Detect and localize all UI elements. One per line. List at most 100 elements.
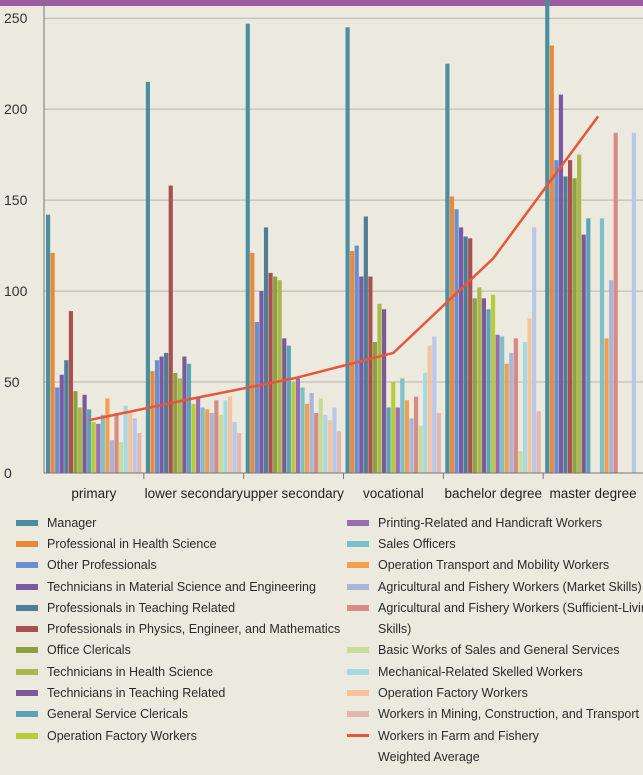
bar [318,398,323,473]
axes: 0 50 100 150 200 250 primary lower secondary upp… [4,0,643,501]
legend-label: Printing-Related and Handicraft Workers [378,515,603,530]
bar [500,336,505,473]
bar [454,209,459,473]
bar [459,227,464,473]
legend-label: Operation Factory Workers [47,728,197,743]
bar [368,276,373,473]
bar [468,238,473,473]
legend-swatch [16,626,38,633]
weighted-average-polyline [88,115,600,422]
bar [472,298,477,473]
legend: Manager Professional in Health Science Oth… [0,512,643,775]
x-tick-label: lower secondary [145,486,244,501]
bar [304,403,310,473]
legend-item: Mechanical-Related Skelled Workers [347,661,643,682]
legend-item: Workers in Mining, Construction, and Tra… [347,704,643,725]
bar [554,160,559,473]
bar [164,352,169,473]
bar [567,160,573,473]
bar [558,94,564,473]
legend-swatch [347,647,369,654]
bar [432,336,437,473]
legend-label: Office Clericals [47,643,131,658]
bar [336,431,342,473]
bar [100,414,105,473]
bar [327,420,332,473]
legend-label: Mechanical-Related Skelled Workers [378,664,583,679]
bar [87,409,92,473]
bar [404,400,409,473]
bar [218,414,224,473]
legend-swatch [347,540,369,547]
legend-item: Weighted Average [347,746,643,767]
legend-item: Other Professionals [16,555,340,576]
legend-item: Professionals in Physics, Engineer, and … [16,618,340,639]
bar [237,432,242,473]
legend-swatch [16,690,38,697]
bar [513,338,518,473]
bar [527,318,532,473]
bar [50,252,55,473]
legend-label: Professionals in Teaching Related [47,600,236,615]
legend-item: Printing-Related and Handicraft Workers [347,512,643,533]
bar [154,360,160,473]
legend-column-left: Manager Professional in Health Science Oth… [16,512,340,746]
bar [586,218,591,473]
bar [205,409,210,473]
bar [495,334,500,473]
legend-item: Operation Factory Workers [16,725,340,746]
legend-swatch [347,583,369,590]
bar [395,407,400,473]
legend-label: Technicians in Material Science and Engi… [47,579,316,594]
legend-swatch [16,668,38,675]
bar [363,216,368,474]
bar [309,392,314,473]
bar [572,178,577,473]
bar [123,405,128,473]
legend-item: Manager [16,512,340,533]
bar [563,176,568,473]
legend-label: Other Professionals [47,558,157,573]
legend-swatch [16,711,38,718]
legend-swatch [16,540,38,547]
bar [314,412,319,473]
legend-item: General Service Clericals [16,704,340,725]
bar [350,251,355,473]
bar [46,214,51,474]
bar [536,411,541,473]
bar [250,252,255,473]
y-tick-label: 200 [4,101,28,117]
bar [191,403,196,473]
bar [77,407,83,473]
legend-item: Professionals in Teaching Related [16,597,340,618]
legend-column-right: Printing-Related and Handicraft Workers S… [347,512,643,768]
bar [604,338,609,473]
bar [545,0,550,473]
bar [427,345,432,473]
legend-label: Manager [47,515,97,530]
legend-label: Sales Officers [378,536,456,551]
bar [391,382,396,473]
bar [359,276,364,473]
bar [55,387,60,473]
bar [145,81,150,474]
legend-label: Agricultural and Fishery Workers (Suffic… [378,600,643,615]
bar [68,311,73,473]
bar [128,411,133,473]
x-tick-label: bachelor degree [444,486,542,501]
bar [332,407,337,473]
legend-swatch [347,734,369,738]
bar [227,396,233,473]
legend-swatch [16,583,38,590]
legend-label: Professionals in Physics, Engineer, and … [47,622,341,637]
bar [214,400,219,473]
bar [196,398,201,473]
bar [609,280,614,473]
legend-item: Technicians in Teaching Related [16,682,340,703]
bar [423,372,428,473]
bar [114,412,119,473]
bar [413,396,419,473]
bar [273,276,278,473]
bar [159,356,164,473]
bar [549,45,554,473]
